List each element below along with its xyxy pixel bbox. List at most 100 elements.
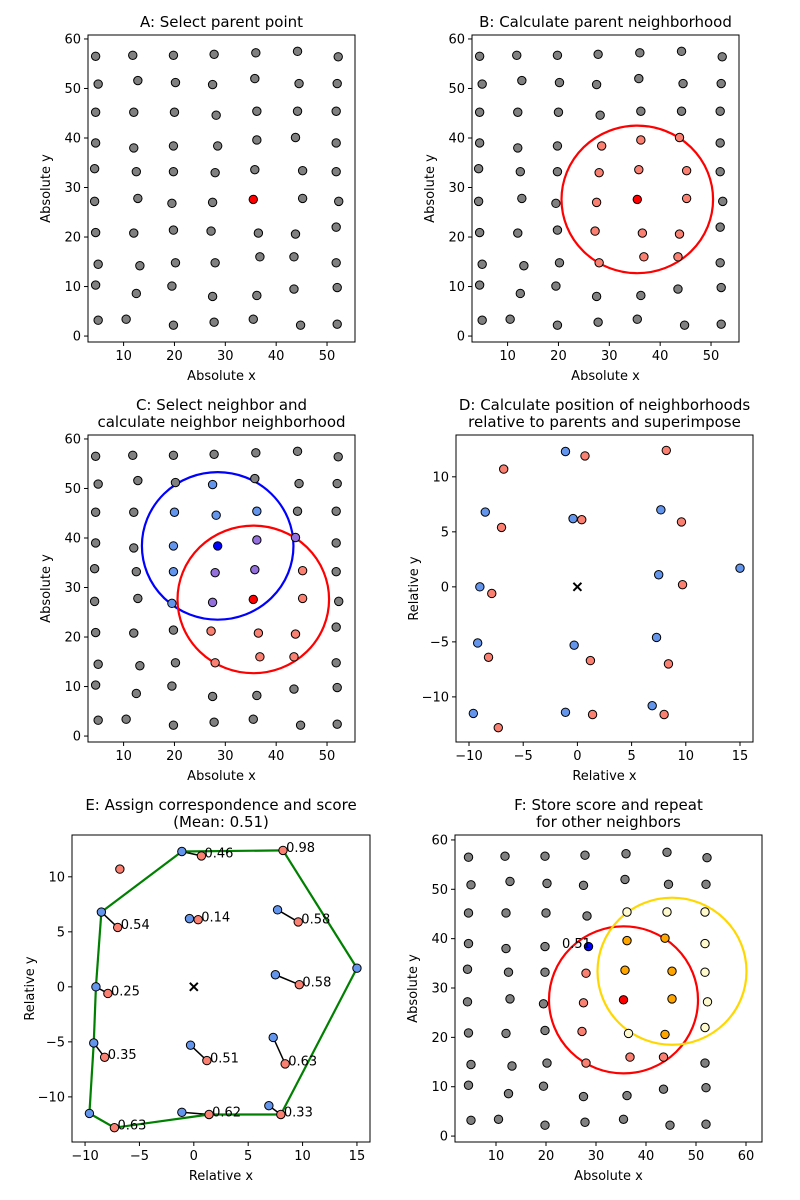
y-tick-label: 30 — [431, 982, 448, 997]
data-point — [660, 1029, 670, 1040]
data-point — [272, 905, 283, 915]
data-point — [647, 700, 657, 711]
data-point — [474, 51, 485, 61]
data-point — [297, 565, 308, 576]
data-point — [251, 448, 261, 458]
data-point — [292, 446, 303, 457]
hull-line — [88, 1112, 115, 1129]
data-point — [577, 515, 587, 525]
data-point — [250, 73, 260, 84]
x-tick-label: −5 — [514, 749, 533, 764]
data-point — [91, 982, 101, 992]
x-tick-label: 10 — [499, 349, 516, 364]
data-point — [463, 852, 474, 862]
data-point — [538, 1081, 549, 1091]
x-tick-label: 15 — [732, 749, 749, 764]
data-point — [679, 320, 690, 330]
data-point — [540, 941, 550, 952]
data-point — [168, 625, 179, 635]
data-point — [466, 1115, 476, 1125]
y-tick-label: 0 — [440, 1130, 448, 1145]
data-point — [716, 319, 726, 329]
data-point — [115, 864, 125, 874]
data-point — [169, 507, 180, 517]
data-point — [594, 258, 604, 268]
x-tick-label: 40 — [638, 1149, 655, 1164]
panel-e: E: Assign correspondence and score(Mean:… — [23, 796, 371, 1184]
score-label: 0.62 — [212, 1105, 241, 1120]
y-tick-label: 50 — [431, 883, 448, 898]
plot-area — [473, 46, 728, 330]
data-point — [334, 196, 344, 207]
data-point — [585, 655, 596, 666]
data-point — [129, 143, 139, 153]
y-tick-label: 0 — [57, 980, 65, 995]
data-point — [292, 46, 303, 57]
chart-title-line: calculate neighbor neighborhood — [97, 413, 345, 431]
x-tick-label: 0 — [573, 749, 581, 764]
data-point — [651, 632, 662, 643]
data-point — [210, 167, 220, 178]
data-point — [463, 1080, 474, 1090]
data-point — [331, 106, 341, 116]
data-point — [580, 451, 590, 461]
data-point — [290, 229, 301, 239]
y-tick-label: 0 — [73, 730, 81, 745]
data-point — [290, 132, 301, 143]
data-point — [676, 517, 687, 527]
y-tick-label: −10 — [422, 690, 449, 705]
data-point — [513, 107, 523, 117]
y-tick-label: 0 — [457, 330, 465, 345]
data-point — [676, 106, 687, 116]
x-tick-label: 40 — [268, 749, 285, 764]
data-point — [278, 845, 288, 856]
data-point — [678, 78, 688, 89]
data-point — [168, 166, 179, 177]
data-point — [517, 75, 527, 86]
data-point — [590, 226, 600, 236]
data-point — [131, 566, 142, 577]
data-point — [466, 880, 476, 890]
data-point — [700, 967, 710, 977]
data-point — [466, 1059, 476, 1070]
data-point — [632, 194, 642, 205]
data-point — [554, 258, 565, 268]
data-point — [196, 851, 207, 861]
data-point — [519, 261, 529, 271]
data-point — [718, 196, 728, 207]
data-point — [90, 627, 101, 638]
data-point — [635, 48, 645, 58]
x-axis-label: Relative x — [572, 769, 637, 784]
data-point — [507, 1061, 517, 1071]
data-point — [90, 227, 101, 238]
x-tick-label: 5 — [244, 1149, 252, 1164]
hull-line — [181, 849, 284, 853]
x-tick-label: 40 — [268, 349, 285, 364]
data-point — [170, 658, 181, 668]
data-point — [596, 141, 607, 151]
data-point — [255, 252, 265, 262]
x-tick-label: 0 — [190, 1149, 198, 1164]
data-point — [84, 1108, 95, 1119]
data-point — [587, 709, 598, 720]
hull-line — [282, 849, 358, 969]
data-point — [248, 714, 258, 724]
data-point — [463, 908, 474, 918]
data-point — [636, 106, 646, 116]
data-point — [131, 688, 142, 699]
data-point — [207, 291, 218, 302]
x-tick-label: 30 — [217, 749, 234, 764]
data-point — [474, 227, 485, 238]
data-point — [170, 477, 181, 488]
data-point — [133, 593, 143, 604]
x-tick-label: 10 — [115, 349, 132, 364]
x-tick-label: 20 — [166, 349, 183, 364]
data-point — [475, 582, 485, 592]
data-point — [212, 541, 223, 551]
data-point — [493, 722, 503, 733]
data-point — [289, 684, 299, 694]
data-point — [677, 579, 688, 590]
data-point — [636, 135, 646, 145]
data-point — [715, 106, 725, 116]
